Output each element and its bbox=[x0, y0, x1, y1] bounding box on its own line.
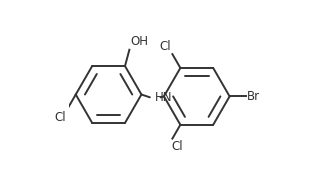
Text: Cl: Cl bbox=[55, 111, 67, 124]
Text: HN: HN bbox=[155, 91, 172, 104]
Text: Cl: Cl bbox=[171, 140, 183, 153]
Text: Br: Br bbox=[246, 90, 259, 103]
Text: Cl: Cl bbox=[160, 40, 171, 53]
Text: OH: OH bbox=[130, 35, 148, 48]
